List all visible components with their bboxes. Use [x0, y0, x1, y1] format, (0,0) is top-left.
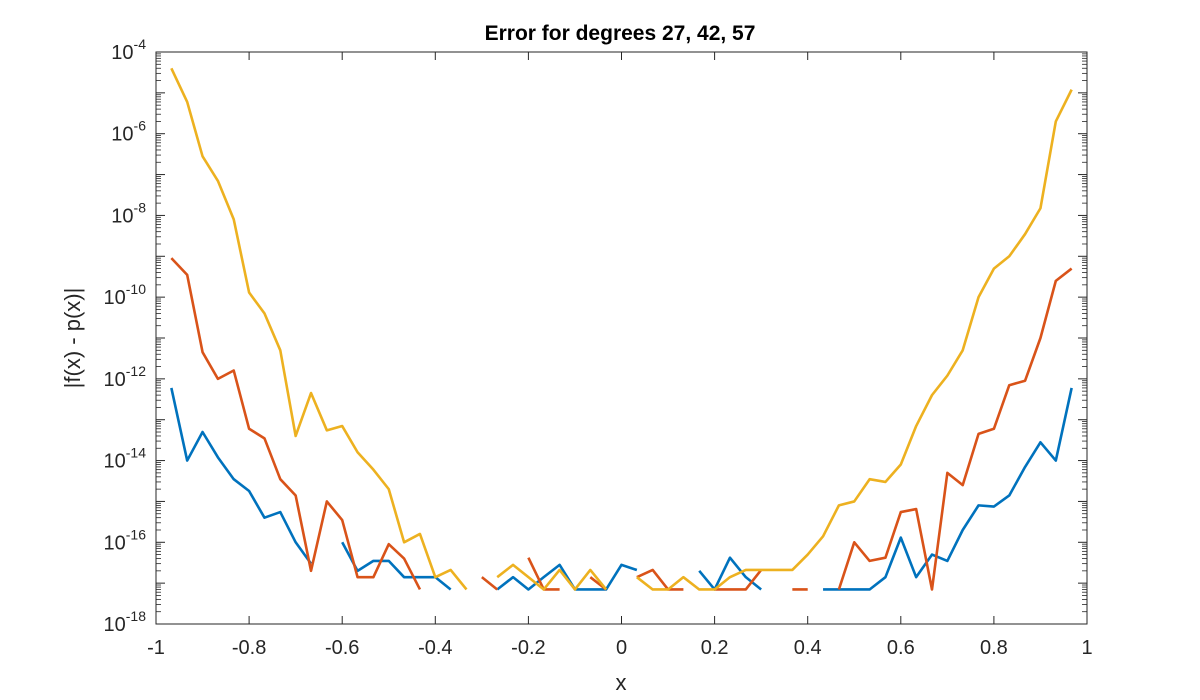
x-tick-label: -1: [147, 637, 165, 659]
y-tick-label: 10-6: [111, 118, 146, 146]
y-tick-label: 10-8: [111, 199, 146, 227]
series-line-1: [170, 387, 1073, 591]
x-tick-label: 0: [616, 637, 627, 659]
x-tick-label: 0.6: [887, 637, 915, 659]
y-axis-ticks: 10-18 10-16 10-14 10-12 10-10 10-8 10-6 10-4: [104, 36, 1087, 636]
y-tick-label: 10-14: [104, 445, 147, 473]
chart-title: Error for degrees 27, 42, 57: [485, 22, 756, 45]
plot-frame: [155, 51, 1088, 625]
y-tick-label: 10-18: [104, 608, 147, 636]
x-tick-label: -0.2: [511, 637, 545, 659]
series-group: [170, 67, 1073, 591]
x-tick-label: 1: [1081, 637, 1092, 659]
x-axis-ticks: -1 -0.8 -0.6 -0.4 -0.2 0 0.2 0.4 0.6 0.8 1: [147, 52, 1093, 659]
y-tick-label: 10-10: [104, 281, 147, 309]
x-axis-label: x: [616, 670, 627, 695]
y-tick-label: 10-16: [104, 526, 147, 554]
x-tick-label: -0.6: [325, 637, 359, 659]
x-tick-label: 0.2: [701, 637, 729, 659]
y-tick-label: 10-4: [111, 36, 146, 64]
x-tick-label: 0.8: [980, 637, 1008, 659]
x-tick-label: 0.4: [794, 637, 822, 659]
y-tick-label: 10-12: [104, 363, 147, 391]
series-line-2: [170, 257, 1073, 591]
x-tick-label: -0.4: [418, 637, 452, 659]
y-axis-label: |f(x) - p(x)|: [60, 288, 85, 389]
x-tick-label: -0.8: [232, 637, 266, 659]
series-line-3: [170, 67, 1073, 591]
